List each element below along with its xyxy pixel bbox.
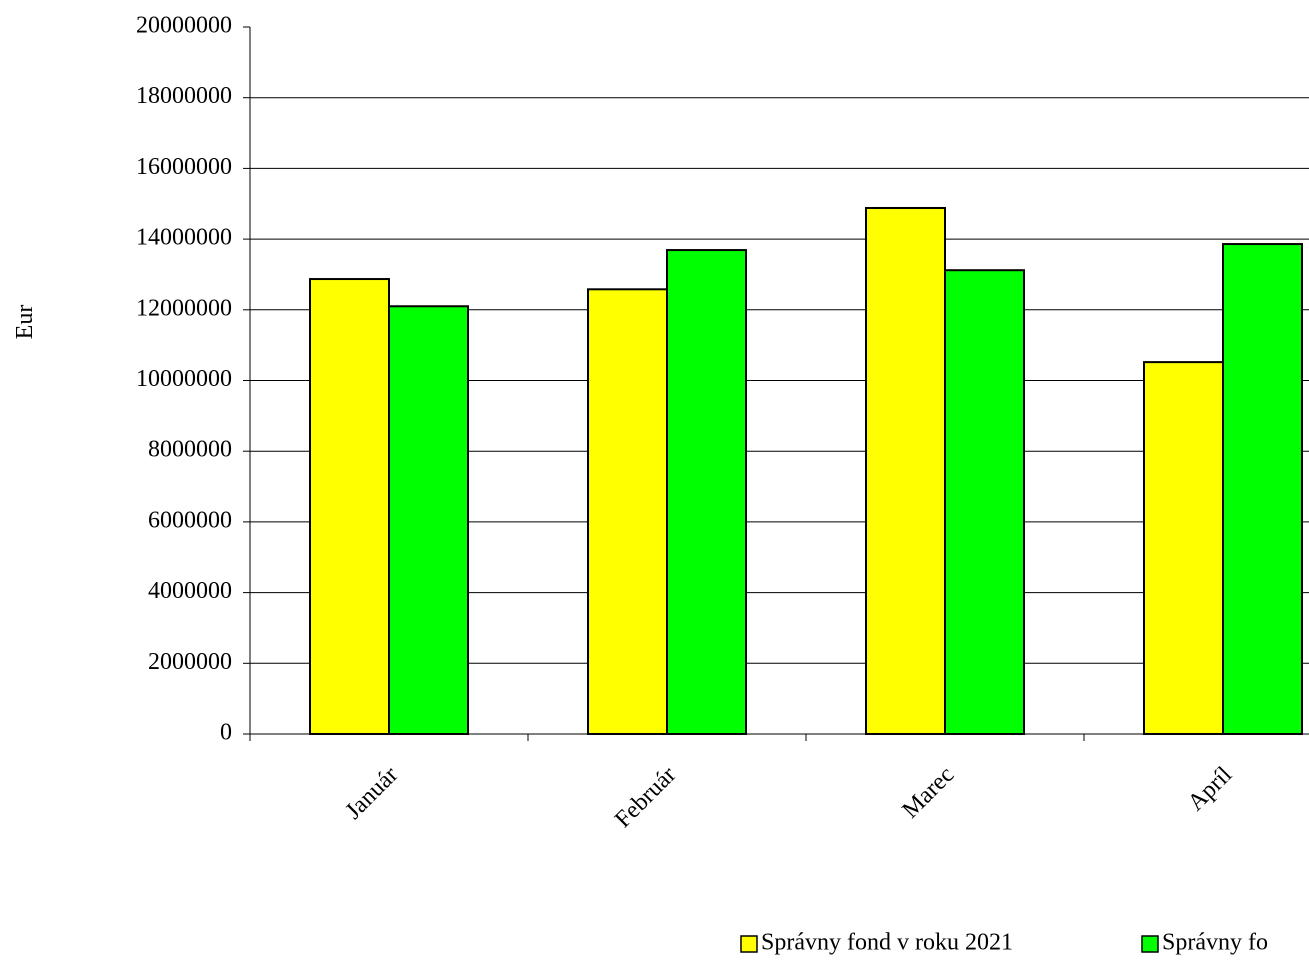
bar — [865, 206, 946, 735]
y-tick-label: 20000000 — [136, 13, 232, 39]
y-tick-label: 14000000 — [136, 225, 232, 251]
legend-swatch — [740, 935, 758, 953]
y-axis-label: Eur — [12, 305, 38, 340]
y-tick-label: 0 — [220, 720, 232, 746]
bar — [666, 249, 747, 735]
bar — [388, 305, 469, 735]
legend-label: Správny fond v roku 2021 — [761, 930, 1013, 956]
x-tick-label: Január — [341, 762, 404, 825]
legend-label: Správny fo — [1162, 930, 1268, 956]
y-tick-label: 8000000 — [148, 437, 232, 463]
y-tick-label: 16000000 — [136, 154, 232, 180]
y-tick-label: 4000000 — [148, 578, 232, 604]
x-tick-label: Apríl — [1183, 762, 1237, 816]
y-tick-label: 6000000 — [148, 507, 232, 533]
y-tick-label: 12000000 — [136, 295, 232, 321]
y-tick-label: 10000000 — [136, 366, 232, 392]
bar — [1143, 361, 1224, 735]
bar — [1222, 243, 1303, 735]
legend-swatch — [1141, 935, 1159, 953]
x-tick-label: Február — [610, 762, 681, 833]
y-tick-label: 18000000 — [136, 83, 232, 109]
y-tick-label: 2000000 — [148, 649, 232, 675]
bar — [309, 278, 390, 735]
x-tick-label: Marec — [898, 762, 960, 824]
bar — [587, 288, 668, 735]
bar — [944, 269, 1025, 735]
